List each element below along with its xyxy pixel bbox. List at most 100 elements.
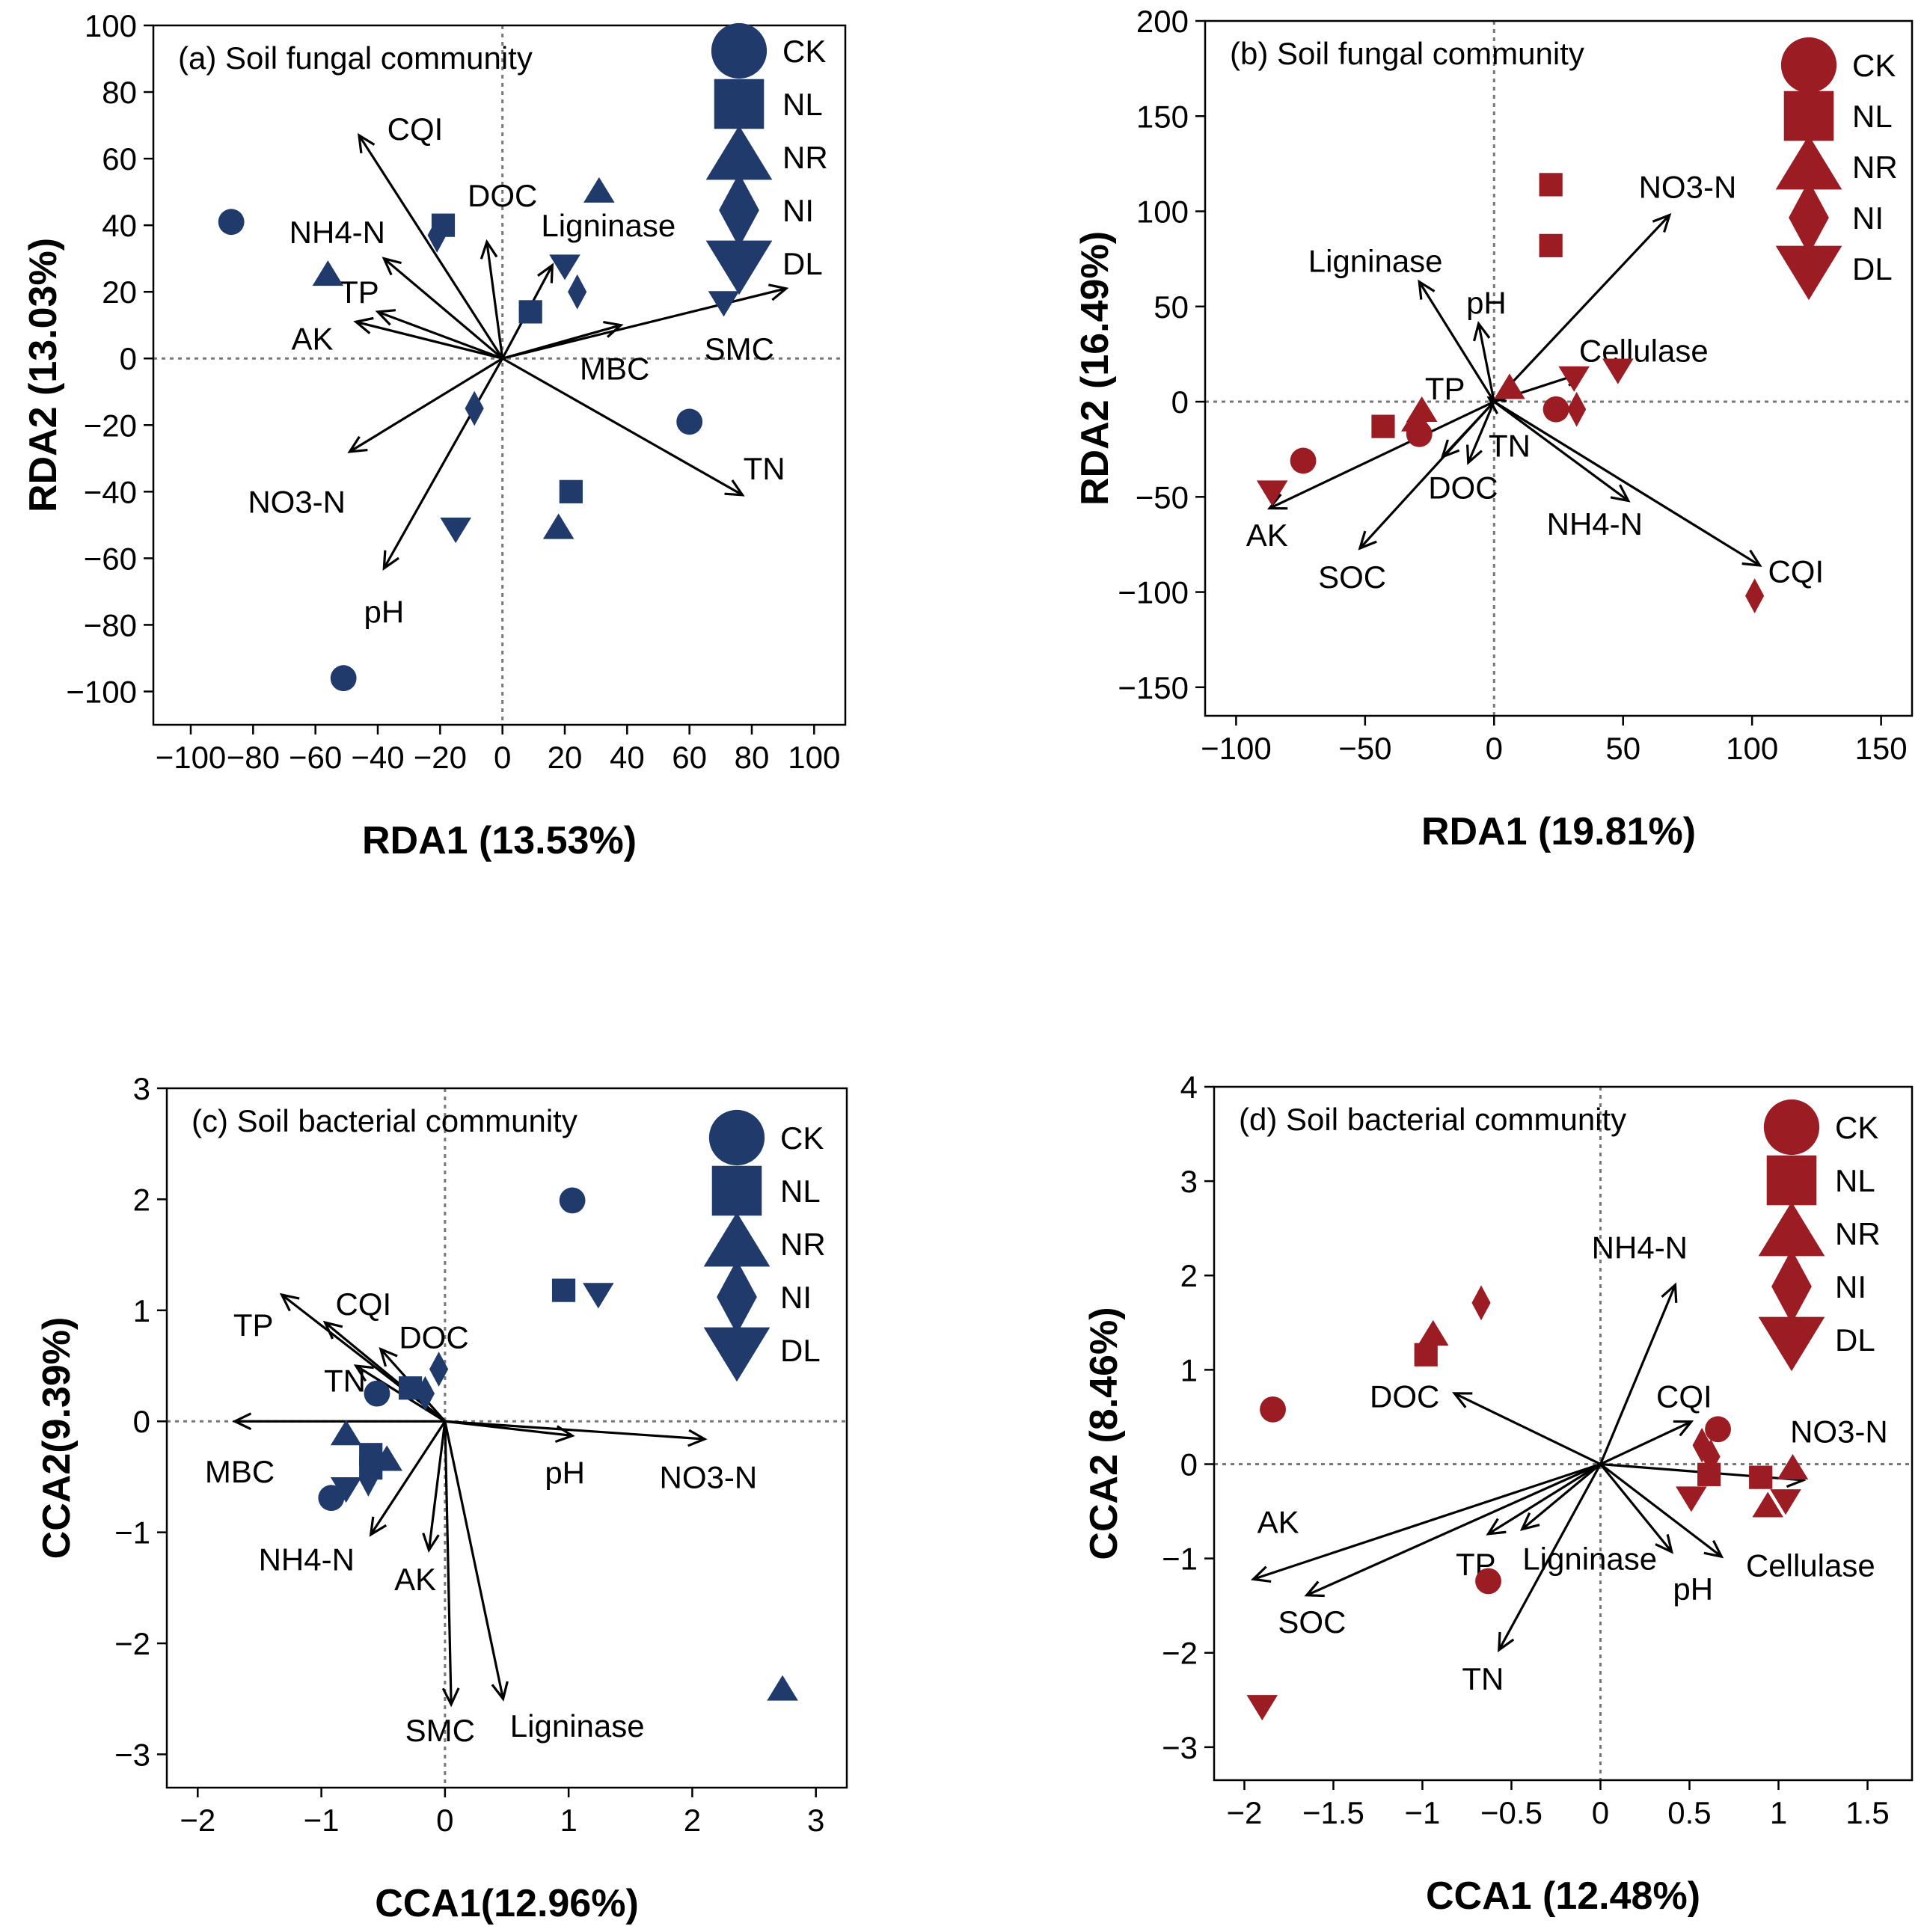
arrow-doc (1451, 1392, 1602, 1465)
point-dl (583, 1283, 614, 1309)
legend-label-ck: CK (1852, 48, 1896, 83)
arrow-label-ligninase: Ligninase (1308, 244, 1443, 279)
arrow-tp (375, 309, 503, 360)
legend-marker-ck (711, 22, 768, 79)
arrow-ligninase (1519, 1463, 1602, 1531)
point-nr (1777, 1453, 1809, 1480)
y-tick-label: 100 (85, 8, 137, 43)
arrow-ak (422, 1421, 447, 1554)
y-axis-title: RDA2 (16.49%) (1073, 231, 1117, 506)
x-tick-label: 1 (1770, 1795, 1787, 1830)
point-nl (1414, 1343, 1438, 1367)
panel-title: (d) Soil bacterial community (1239, 1102, 1626, 1137)
y-tick-label: −1 (1162, 1542, 1198, 1577)
arrow-ph (444, 1420, 575, 1443)
arrow-label-smc: SMC (405, 1713, 475, 1748)
x-tick-label: 0 (436, 1803, 453, 1838)
x-tick-label: 0 (494, 740, 511, 775)
y-tick-label: 150 (1136, 99, 1189, 134)
point-nr (312, 260, 344, 286)
y-tick-label: 50 (1154, 289, 1189, 325)
panel-c: −2 −1 0 1 2 3 −3 −2 −1 0 1 2 3 CCA1(12.96%) CCA2(9.39%… (35, 1071, 848, 1925)
point-ni (1745, 578, 1765, 614)
legend-marker-nr (703, 1212, 771, 1267)
point-ni (429, 1352, 449, 1387)
arrow-label-cqi: CQI (335, 1287, 391, 1322)
x-tick-label: −1.5 (1302, 1795, 1364, 1830)
arrow-cellulase (1599, 1463, 1724, 1559)
x-axis-title: CCA1 (12.48%) (1426, 1874, 1700, 1918)
arrow-label-cellulase: Cellulase (1579, 333, 1709, 368)
arrow-label-nh4-n: NH4-N (289, 215, 385, 250)
x-axis-title: RDA1 (19.81%) (1421, 810, 1696, 853)
arrow-tn (1466, 401, 1495, 465)
point-nl (559, 479, 583, 503)
arrow-nh4-n (1599, 1282, 1678, 1465)
y-tick-label: 40 (102, 208, 137, 243)
x-tick-label: 60 (672, 740, 707, 775)
arrow-soc (1304, 1463, 1602, 1598)
x-tick-label: −1 (304, 1803, 340, 1838)
arrow-cqi (1493, 400, 1762, 567)
arrow-label-no3-n: NO3-N (1639, 169, 1737, 204)
y-tick-label: −2 (114, 1626, 150, 1661)
arrow-label-cqi: CQI (387, 111, 444, 147)
point-ni (415, 1376, 435, 1411)
legend-label-ni: NI (780, 1280, 812, 1315)
arrow-label-tp: TP (233, 1307, 274, 1343)
x-axis-title: RDA1 (13.53%) (362, 819, 637, 862)
legend-label-nr: NR (780, 1227, 826, 1262)
legend-label-ni: NI (1835, 1269, 1866, 1304)
arrow-soc (1358, 400, 1495, 551)
x-tick-label: 2 (684, 1803, 701, 1838)
legend-marker-ck (708, 1109, 765, 1166)
y-tick-label: −3 (114, 1737, 150, 1772)
legend-marker-ni (717, 1260, 757, 1334)
y-tick-label: −100 (1118, 575, 1189, 610)
point-ni (427, 218, 447, 253)
point-nr (542, 513, 575, 539)
x-tick-label: 0 (1486, 731, 1503, 766)
arrow-label-no3-n: NO3-N (1790, 1414, 1888, 1449)
arrow-ak (353, 316, 503, 360)
legend-marker-dl (1758, 1316, 1825, 1372)
y-tick-label: 60 (102, 141, 137, 177)
plot-frame (1213, 1085, 1914, 1782)
y-tick-label: 0 (120, 341, 137, 376)
panel-title: (a) Soil fungal community (178, 40, 533, 76)
point-ck (1542, 396, 1569, 423)
point-nl (1371, 414, 1395, 438)
legend-marker-dl (705, 240, 773, 295)
arrow-label-cqi: CQI (1656, 1379, 1712, 1414)
legend-label-ck: CK (1835, 1110, 1878, 1145)
panel-a: −100 −80 −60 −40 −20 0 20 40 60 80 100−100−80−60−4… (22, 8, 847, 862)
arrow-label-no3-n: NO3-N (660, 1459, 758, 1494)
y-tick-label: 2 (133, 1182, 150, 1217)
legend-label-ni: NI (782, 193, 814, 228)
arrow-doc (480, 239, 504, 359)
arrow-label-ph: pH (1466, 286, 1507, 321)
arrow-label-cellulase: Cellulase (1746, 1548, 1875, 1583)
x-tick-label: 40 (610, 740, 645, 775)
legend-label-nl: NL (782, 87, 823, 122)
legend-label-nl: NL (780, 1174, 821, 1209)
point-ni (1692, 1427, 1712, 1463)
legend-label-dl: DL (1852, 251, 1893, 286)
y-tick-label: −20 (84, 408, 137, 443)
arrow-label-tn: TN (1489, 429, 1531, 464)
x-tick-label: 0.5 (1667, 1795, 1711, 1830)
point-dl (1602, 358, 1634, 384)
arrow-label-cqi: CQI (1768, 554, 1824, 589)
arrow-mbc (232, 1412, 445, 1431)
y-tick-label: −40 (84, 474, 137, 509)
point-nl (518, 300, 542, 324)
plot-frame (165, 1087, 848, 1789)
y-tick-label: 2 (1180, 1258, 1198, 1293)
arrow-tn (501, 357, 745, 497)
arrow-label-tn: TN (324, 1363, 366, 1398)
x-tick-label: 0 (1592, 1795, 1609, 1830)
y-tick-label: 100 (1136, 194, 1189, 230)
arrow-label-no3-n: NO3-N (248, 485, 346, 520)
point-ck (318, 1485, 345, 1512)
